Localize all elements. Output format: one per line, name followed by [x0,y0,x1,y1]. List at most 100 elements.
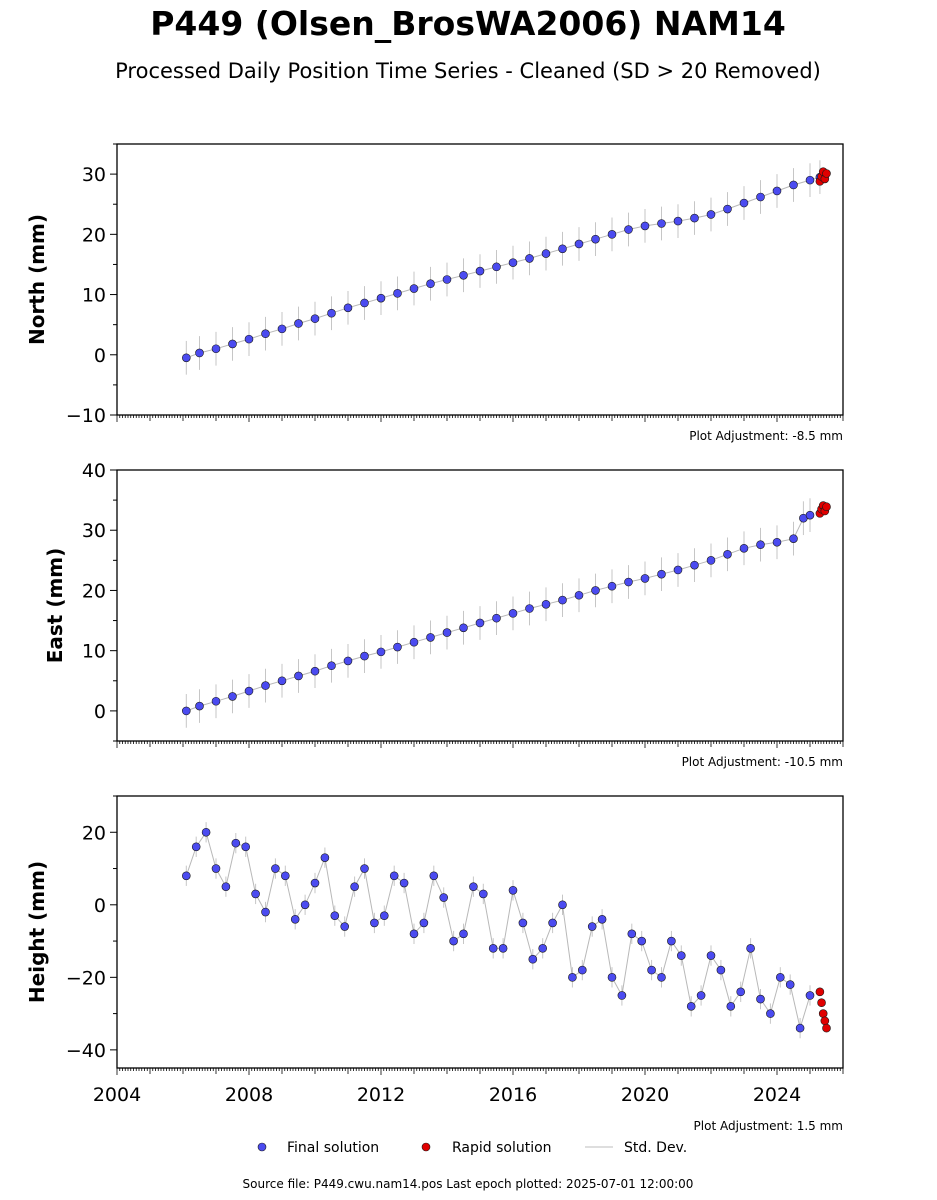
east-final-point [640,574,650,583]
east-y-tick-label: 10 [82,641,106,663]
east-final-point [657,569,666,579]
north-final-point [607,230,617,239]
height-axes-frame [116,795,844,1069]
height-final-point [330,911,340,920]
height-final-point [637,936,647,946]
east-final-point [492,613,501,623]
north-final-point [360,298,369,308]
east-final-point [294,671,303,681]
height-final-point [290,915,300,924]
north-rapid-point [822,169,831,178]
height-final-point [221,882,231,891]
height-final-point [657,973,666,982]
east-final-point [459,623,468,633]
north-final-point [657,219,666,228]
north-final-point [261,329,270,339]
east-final-point [574,590,584,600]
height-final-point [538,944,548,953]
height-rapid-point [815,987,825,997]
height-final-point [251,889,260,899]
chart-title: P449 (Olsen_BrosWA2006) NAM14 [150,4,786,43]
north-final-point [492,262,501,272]
height-final-point [488,944,498,953]
east-final-point [393,642,402,652]
north-final-point [673,216,683,226]
legend-rapid-marker [421,1142,431,1152]
north-panel: −10 0 10 20 30 North (mm) Plot Adjustment: -8.… [25,143,844,443]
height-final-point [617,991,627,1000]
east-final-point [756,540,765,549]
east-final-point [723,550,732,559]
north-final-point [508,258,518,267]
east-final-point [508,609,518,618]
height-final-point [478,889,488,899]
east-y-tick-label: 40 [82,460,106,482]
height-final-point [568,973,577,982]
north-final-point [789,180,798,190]
east-final-point [360,651,369,661]
height-final-point [360,864,369,873]
height-final-point [785,980,795,989]
legend-final-label: Final solution [287,1140,379,1156]
height-final-point [201,827,211,837]
height-y-tick-label: 0 [94,895,106,917]
east-final-point [739,543,749,553]
height-final-point [379,911,389,920]
north-plot-adjustment: Plot Adjustment: -8.5 mm [689,429,843,443]
north-final-point [393,289,402,298]
height-rapid-point [818,1009,828,1018]
north-final-point [805,175,815,185]
north-final-point [624,225,633,234]
height-final-point [805,991,815,1000]
north-y-tick-label: 30 [82,164,106,186]
height-final-point [706,951,716,960]
east-final-point [558,595,567,605]
north-final-point [211,344,221,354]
height-y-tick-label: −20 [66,967,106,989]
east-panel: 0 10 20 30 40 East (mm) Plot Adjustment: -10.5… [43,460,844,769]
east-final-point [607,581,617,591]
height-final-point [518,918,528,928]
east-final-point [805,510,815,520]
height-panel: −40 −20 0 20 2004 2008 2012 2016 2020 2024 Height … [25,795,844,1133]
north-final-point [182,353,191,363]
height-final-point [271,864,280,873]
height-final-point [300,900,310,910]
east-final-point [591,586,600,595]
height-final-point [548,918,557,928]
north-final-point [459,270,468,280]
height-final-point [241,842,250,852]
east-final-point [310,666,320,676]
height-x-tick-label: 2020 [621,1084,669,1106]
height-final-point [211,864,221,873]
height-rapid-point [817,998,826,1008]
east-final-point [673,565,683,575]
north-y-tick-label: 20 [82,224,106,246]
height-final-point [756,994,765,1004]
east-final-point [690,560,699,570]
height-final-point [775,973,785,982]
east-y-axis-label: East (mm) [43,548,67,664]
height-x-tick-label: 2008 [225,1084,273,1106]
north-y-tick-label: −10 [66,405,106,427]
height-final-point [231,838,241,848]
north-final-point [277,324,287,334]
height-final-point [261,907,270,917]
height-final-point [696,991,706,1000]
east-final-point [182,706,191,716]
east-final-point [327,661,336,671]
north-final-point [772,186,782,196]
height-final-point [508,885,518,895]
height-final-point [746,944,755,953]
source-note: Source file: P449.cwu.nam14.pos Last epo… [243,1177,694,1191]
height-final-point [370,918,379,928]
east-final-point [624,577,633,587]
height-final-point [686,1002,696,1011]
height-final-point [647,965,656,975]
north-final-point [706,210,716,219]
height-final-point [469,882,478,891]
height-final-point [676,951,686,960]
height-final-point [182,871,191,881]
north-final-point [310,314,320,323]
